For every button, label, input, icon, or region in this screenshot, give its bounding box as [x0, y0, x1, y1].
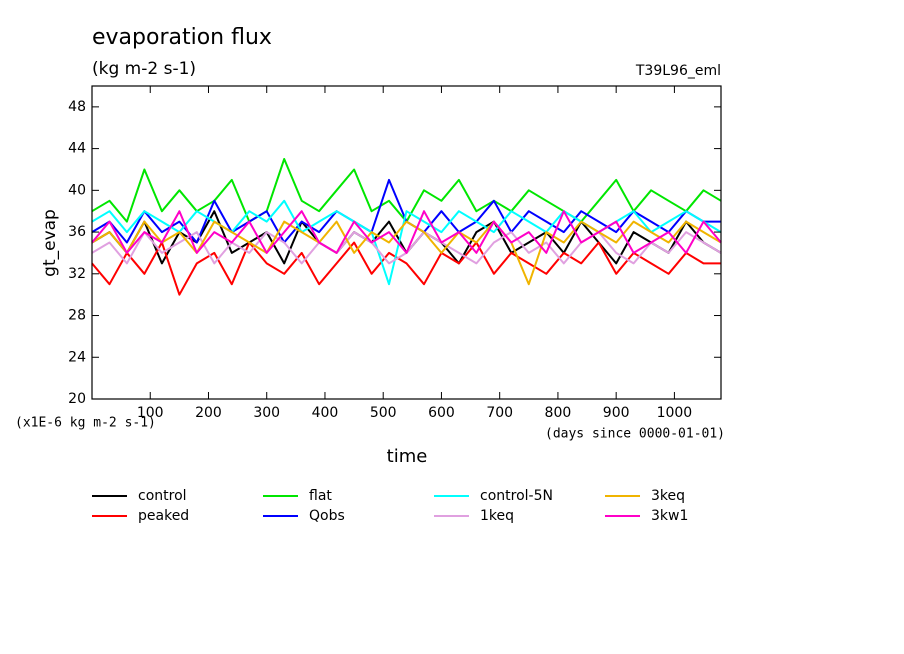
- x-tick-label: 400: [312, 405, 339, 421]
- legend-label: control-5N: [480, 488, 553, 504]
- x-tick-label: 200: [195, 405, 222, 421]
- x-tick-label: 300: [253, 405, 280, 421]
- y-unit-note: (x1E-6 kg m-2 s-1): [15, 416, 156, 431]
- x-tick-label: 1000: [657, 405, 693, 421]
- y-tick-label: 28: [68, 308, 86, 324]
- y-axis-label: gt_evap: [40, 209, 60, 277]
- legend-label: 3kw1: [651, 508, 688, 524]
- legend-label: Qobs: [309, 508, 345, 524]
- series-line: [91, 210, 722, 254]
- x-unit-note: (days since 0000-01-01): [545, 427, 725, 442]
- plot-frame: [91, 85, 722, 400]
- y-tick-label: 48: [68, 99, 86, 115]
- legend-label: 3keq: [651, 488, 685, 504]
- y-tick-label: 36: [68, 224, 86, 240]
- x-tick-label: 600: [428, 405, 455, 421]
- annotation: T39L96_eml: [635, 63, 721, 79]
- chart-title: evaporation flux: [92, 25, 272, 50]
- y-tick-label: 40: [68, 182, 86, 198]
- y-tick-label: 24: [68, 349, 86, 365]
- y-tick-label: 20: [68, 391, 86, 407]
- chart-subtitle: (kg m-2 s-1): [92, 59, 196, 79]
- y-tick-label: 32: [68, 266, 86, 282]
- y-tick-label: 44: [68, 141, 86, 157]
- x-tick-label: 100: [137, 405, 164, 421]
- legend-label: flat: [309, 488, 332, 504]
- legend-label: control: [138, 488, 187, 504]
- x-tick-label: 900: [603, 405, 630, 421]
- legend-label: 1keq: [480, 508, 514, 524]
- x-tick-label: 700: [486, 405, 513, 421]
- series-line: [91, 199, 722, 286]
- series-line: [91, 241, 721, 296]
- x-tick-label: 800: [545, 405, 572, 421]
- x-axis-label: time: [387, 446, 428, 467]
- x-tick-label: 500: [370, 405, 397, 421]
- legend-label: peaked: [138, 508, 189, 524]
